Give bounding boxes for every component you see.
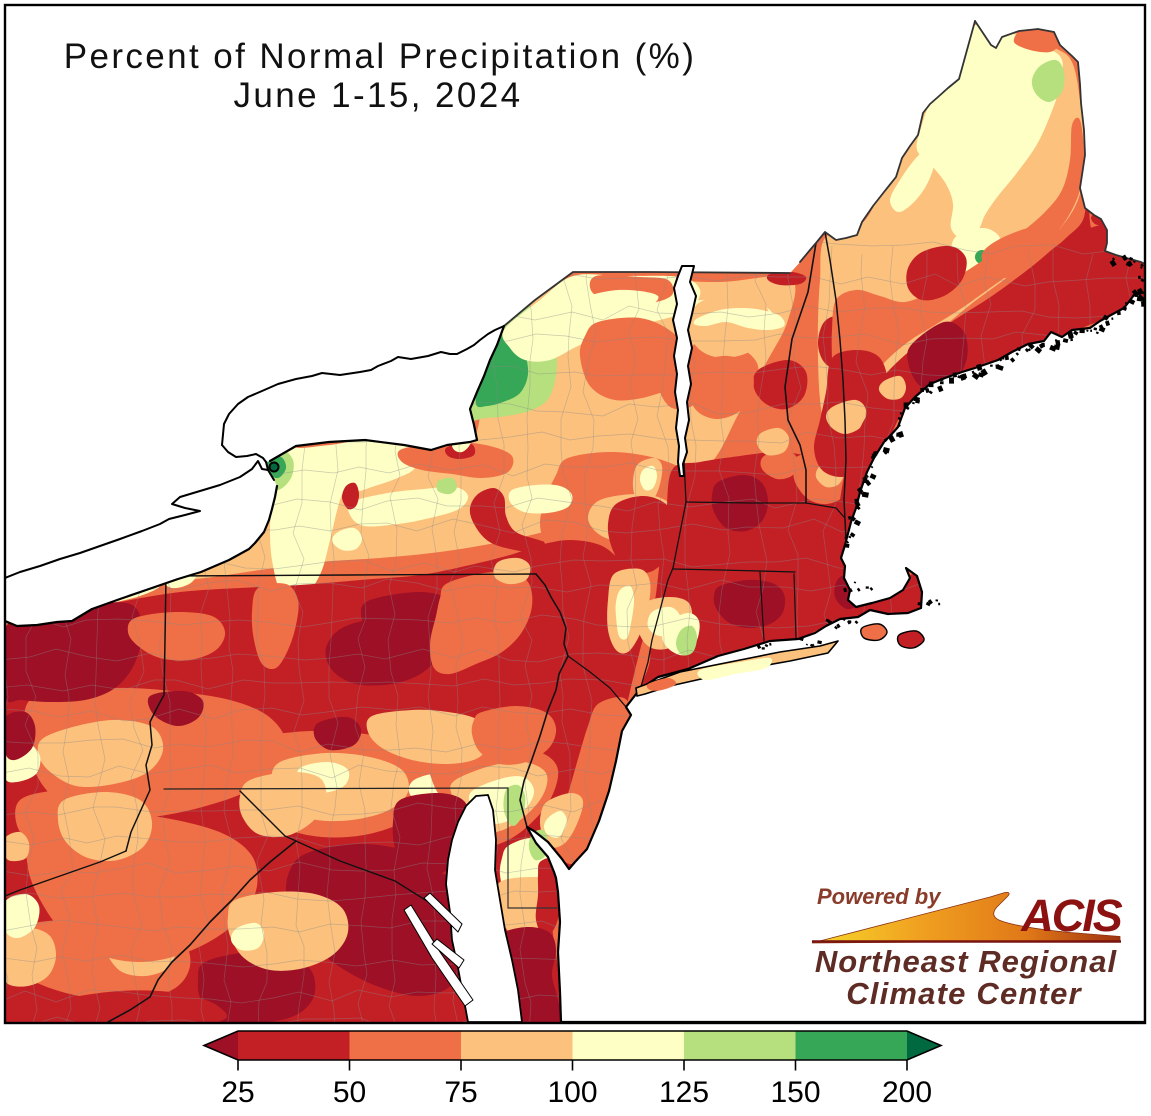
svg-text:75: 75 <box>444 1076 477 1109</box>
svg-text:ACIS: ACIS <box>1020 890 1122 941</box>
svg-text:200: 200 <box>882 1076 932 1109</box>
svg-text:Northeast Regional: Northeast Regional <box>815 944 1118 979</box>
svg-text:June 1-15, 2024: June 1-15, 2024 <box>234 76 523 115</box>
svg-text:25: 25 <box>221 1076 254 1109</box>
svg-text:150: 150 <box>770 1076 820 1109</box>
svg-text:Climate Center: Climate Center <box>846 976 1082 1011</box>
svg-text:Percent of Normal Precipitatio: Percent of Normal Precipitation (%) <box>64 37 697 76</box>
svg-text:125: 125 <box>659 1076 709 1109</box>
svg-text:Powered by: Powered by <box>817 884 942 909</box>
svg-text:50: 50 <box>333 1076 366 1109</box>
svg-text:100: 100 <box>547 1076 597 1109</box>
